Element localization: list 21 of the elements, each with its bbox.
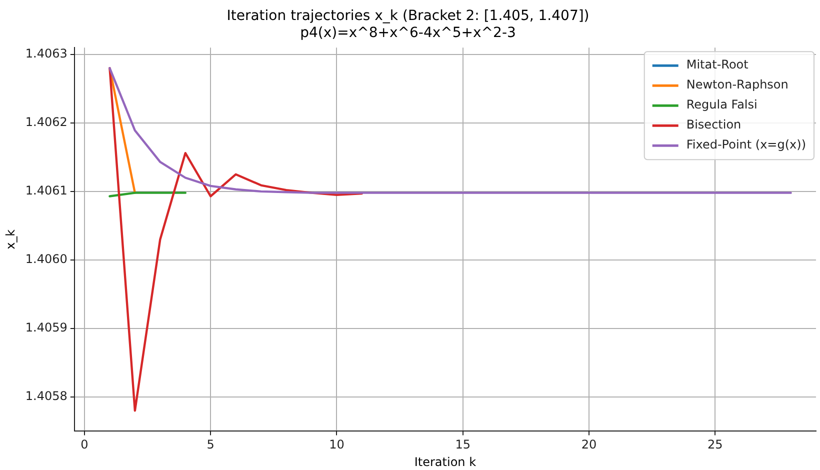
- chart-title: Iteration trajectories x_k (Bracket 2: [1.405, 1.407]): [226, 8, 590, 24]
- chart-subtitle: p4(x)=x^8+x^6-4x^5+x^2-3: [300, 24, 516, 41]
- x-tick-label: 15: [455, 438, 470, 452]
- legend-label: Newton-Raphson: [686, 78, 788, 92]
- x-tick-label: 20: [581, 438, 597, 452]
- y-axis-title: x_k: [3, 229, 18, 250]
- x-axis-title: Iteration k: [414, 454, 476, 469]
- y-tick-label: 1.4061: [25, 184, 68, 198]
- y-tick-label: 1.4060: [25, 252, 68, 266]
- x-tick-label: 0: [80, 438, 88, 452]
- y-tick-label: 1.4062: [25, 115, 68, 130]
- legend-label: Fixed-Point (x=g(x)): [686, 138, 806, 152]
- x-tick-label: 25: [707, 438, 723, 452]
- y-tick-label: 1.4059: [25, 320, 68, 335]
- legend-label: Mitat-Root: [686, 58, 749, 72]
- y-tick-label: 1.4058: [25, 389, 68, 404]
- x-tick-label: 5: [206, 438, 214, 452]
- legend-label: Bisection: [686, 118, 742, 132]
- legend-label: Regula Falsi: [686, 98, 758, 112]
- y-tick-label: 1.4063: [25, 46, 68, 61]
- x-tick-label: 10: [329, 438, 344, 452]
